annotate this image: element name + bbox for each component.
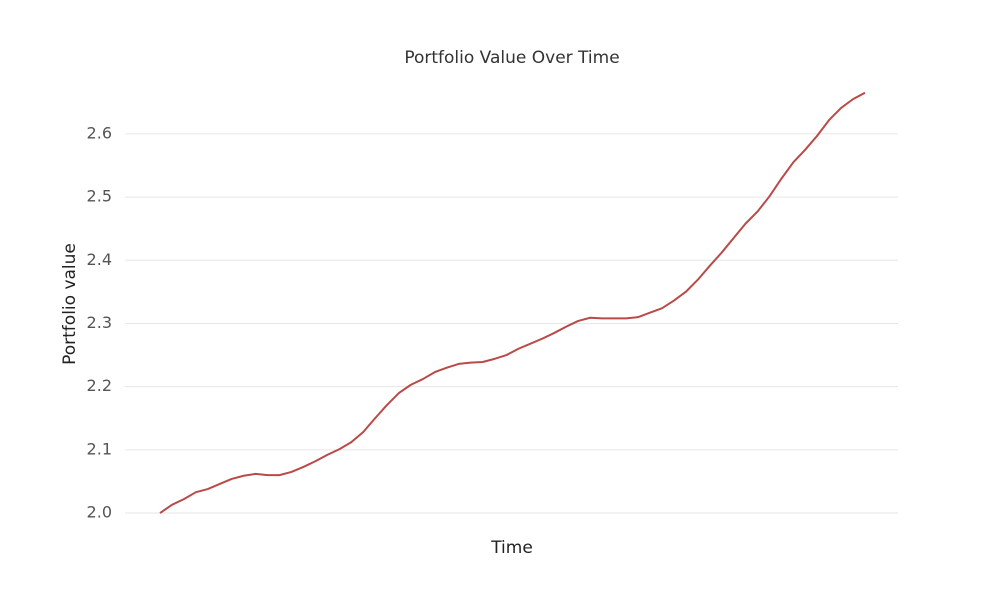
x-axis-label: Time (490, 538, 533, 558)
y-tick-label: 2.6 (87, 123, 112, 142)
y-tick-label: 2.5 (87, 187, 112, 206)
chart-title: Portfolio Value Over Time (404, 48, 619, 68)
y-tick-label: 2.1 (87, 439, 112, 458)
line (159, 91, 866, 514)
y-tick-label: 2.4 (87, 250, 112, 269)
y-tick-label: 2.3 (87, 313, 112, 332)
y-tick-label: 2.2 (87, 376, 112, 395)
y-axis-label: Portfolio value (60, 243, 80, 365)
y-tick-label: 2.0 (87, 503, 112, 522)
